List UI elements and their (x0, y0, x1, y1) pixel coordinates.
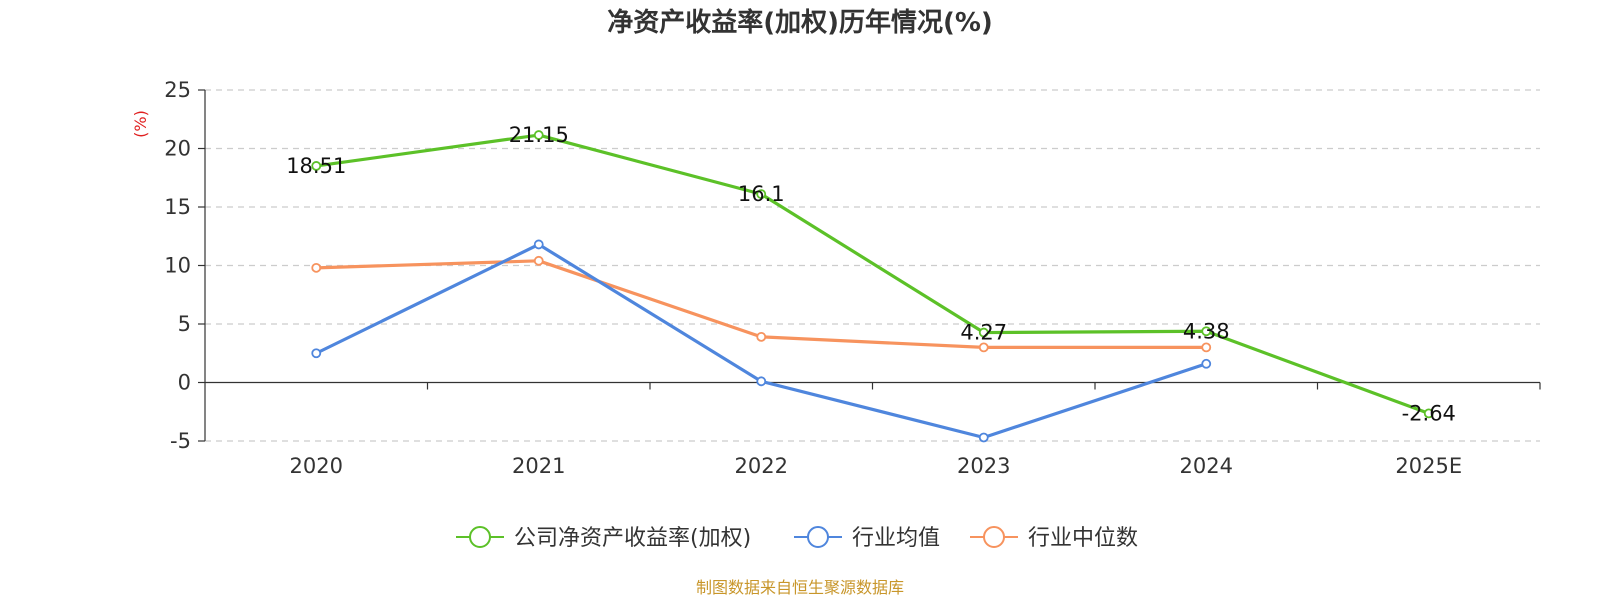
x-tick-label: 2025E (1395, 454, 1462, 478)
y-tick-label: 5 (178, 312, 191, 336)
legend[interactable]: 公司净资产收益率(加权) 行业均值 行业中位数 (456, 526, 1138, 551)
data-point[interactable] (533, 130, 544, 140)
y-axis-unit-label: (%) (131, 110, 150, 138)
data-labels: 18.51 21.15 16.1 4.27 4.38 -2.64 (286, 123, 1456, 425)
data-point[interactable] (1423, 408, 1434, 419)
x-tick-label: 2024 (1180, 454, 1233, 478)
legend-marker-icon (469, 526, 491, 548)
series-lines (311, 130, 1434, 443)
chart-title: 净资产收益率(加权)历年情况(%) (607, 7, 993, 38)
data-label: 4.27 (960, 321, 1007, 345)
data-point[interactable] (311, 262, 322, 273)
data-point[interactable] (311, 348, 322, 359)
data-point[interactable] (756, 189, 767, 200)
data-label: 4.38 (1183, 319, 1230, 343)
data-point[interactable] (1201, 358, 1212, 369)
y-tick-label: 15 (164, 195, 191, 219)
data-label: 21.15 (509, 123, 569, 147)
legend-marker-icon (807, 526, 829, 548)
data-point[interactable] (1201, 326, 1212, 337)
legend-label: 行业均值 (852, 526, 940, 551)
legend-item[interactable]: 行业均值 (794, 526, 940, 551)
source-note: 制图数据来自恒生聚源数据库 (696, 578, 904, 597)
y-tick-label: -5 (170, 429, 191, 453)
data-point[interactable] (533, 239, 544, 250)
x-tick-label: 2020 (290, 454, 343, 478)
y-tick-label: 25 (164, 78, 191, 102)
legend-item[interactable]: 公司净资产收益率(加权) (456, 526, 751, 551)
series-line (316, 133, 1430, 415)
legend-item[interactable]: 行业中位数 (970, 526, 1138, 551)
y-tick-label: 10 (164, 254, 191, 278)
grid-lines (205, 89, 1540, 442)
legend-label: 行业中位数 (1028, 526, 1138, 551)
data-point[interactable] (533, 255, 544, 266)
data-label: 16.1 (738, 182, 785, 206)
data-label: -2.64 (1402, 401, 1456, 425)
data-point[interactable] (978, 327, 989, 338)
data-point[interactable] (978, 342, 989, 353)
data-point[interactable] (311, 161, 322, 171)
x-tick-label: 2023 (957, 454, 1010, 478)
legend-label: 公司净资产收益率(加权) (514, 526, 751, 551)
data-point[interactable] (756, 376, 767, 387)
y-tick-label: 0 (178, 371, 191, 395)
data-point[interactable] (1201, 342, 1212, 353)
x-tick-label: 2021 (512, 454, 565, 478)
y-tick-label: 20 (164, 137, 191, 161)
legend-marker-icon (983, 526, 1005, 548)
x-tick-label: 2022 (735, 454, 788, 478)
axes: -5 0 5 10 15 20 25 2020 2021 2022 2023 2024 2025E (164, 78, 1541, 478)
data-point[interactable] (978, 432, 989, 443)
data-point[interactable] (756, 331, 767, 342)
data-label: 18.51 (286, 154, 346, 178)
